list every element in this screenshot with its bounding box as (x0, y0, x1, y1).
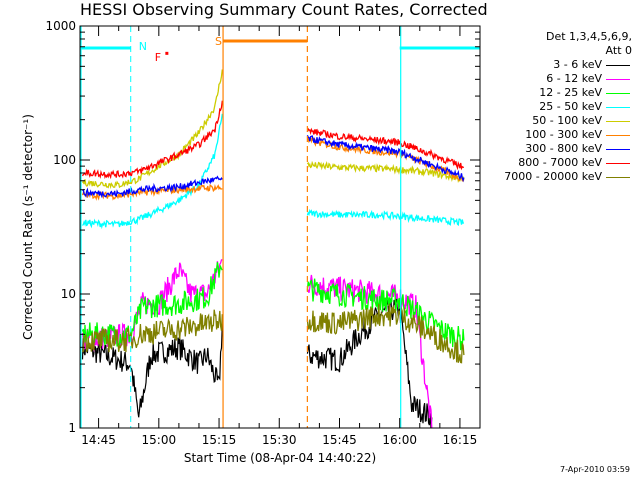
legend-label: 100 - 300 keV (525, 128, 602, 141)
legend-label: 7000 - 20000 keV (504, 170, 602, 183)
x-axis-label: Start Time (08-Apr-04 14:40:22) (184, 451, 376, 465)
x-tick-label: 15:00 (142, 433, 177, 447)
legend-entry: 50 - 100 keV (478, 114, 632, 128)
y-tick-label: 1000 (45, 19, 76, 33)
series-line (82, 134, 465, 199)
legend-swatch (606, 121, 630, 122)
y-axis-label: Corrected Count Rate (s⁻¹ detector⁻¹) (21, 114, 35, 340)
legend-swatch (606, 177, 630, 178)
series-line (81, 100, 465, 180)
legend-label: 50 - 100 keV (532, 114, 602, 127)
legend-label: 6 - 12 keV (546, 72, 602, 85)
legend-swatch (606, 163, 630, 164)
x-tick-label: 15:45 (322, 433, 357, 447)
legend-entry: 300 - 800 keV (478, 142, 632, 156)
legend-entry: 3 - 6 keV (478, 58, 632, 72)
legend-entry: 7000 - 20000 keV (478, 170, 632, 184)
x-tick-label: 15:15 (202, 433, 237, 447)
legend-swatch (606, 79, 630, 80)
legend: Det 1,3,4,5,6,9, Att 0 3 - 6 keV 6 - 12 … (478, 30, 632, 184)
y-tick-label: 1 (68, 421, 76, 435)
legend-label: 12 - 25 keV (539, 86, 602, 99)
x-tick-label: 14:45 (81, 433, 116, 447)
legend-entry: 800 - 7000 keV (478, 156, 632, 170)
x-tick-label: 16:15 (443, 433, 478, 447)
legend-label: 300 - 800 keV (525, 142, 602, 155)
legend-entry: 12 - 25 keV (478, 86, 632, 100)
legend-swatch (606, 65, 630, 66)
legend-entry: 100 - 300 keV (478, 128, 632, 142)
series-line (81, 297, 433, 429)
legend-header-attenuator: Att 0 (605, 44, 632, 57)
y-tick-label: 10 (61, 287, 76, 301)
flare-marker (165, 51, 169, 55)
generation-timestamp: 7-Apr-2010 03:59 (560, 465, 630, 474)
legend-label: 25 - 50 keV (539, 100, 602, 113)
legend-swatch (606, 93, 630, 94)
legend-header-detectors: Det 1,3,4,5,6,9, (545, 30, 632, 43)
legend-swatch (606, 149, 630, 150)
y-tick-label: 100 (53, 153, 76, 167)
legend-swatch (606, 135, 630, 136)
plot-frame (79, 25, 481, 429)
legend-entry: 25 - 50 keV (478, 100, 632, 114)
series-line (82, 303, 465, 364)
legend-entry: 6 - 12 keV (478, 72, 632, 86)
legend-label: 3 - 6 keV (553, 58, 602, 71)
annotation-label: N (139, 40, 147, 53)
annotation-label: F (155, 51, 161, 64)
x-tick-label: 15:30 (262, 433, 297, 447)
series-line (81, 69, 465, 190)
legend-swatch (606, 107, 630, 108)
annotation-label: S (215, 35, 222, 48)
chart-title: HESSI Observing Summary Count Rates, Cor… (80, 0, 488, 19)
series-line (81, 135, 465, 201)
legend-label: 800 - 7000 keV (518, 156, 602, 169)
x-tick-label: 16:00 (382, 433, 417, 447)
